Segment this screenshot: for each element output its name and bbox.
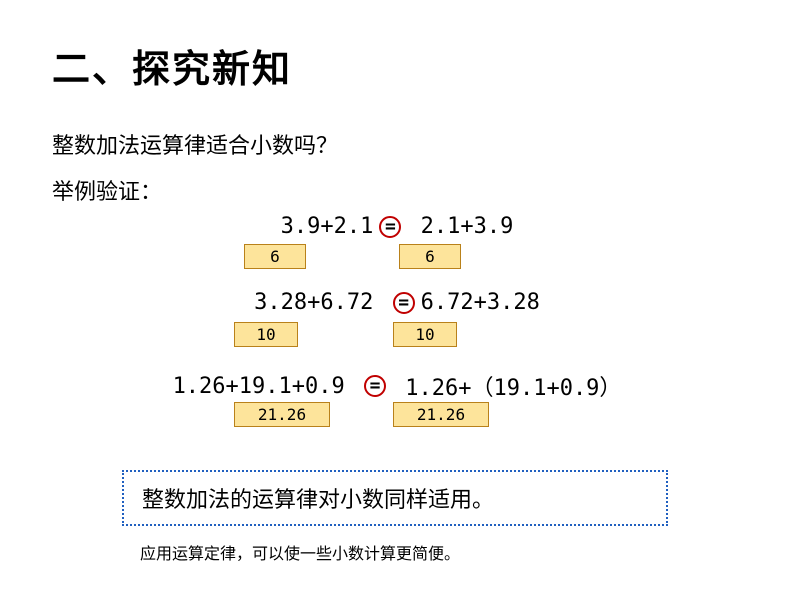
footnote-text: 应用运算定律，可以使一些小数计算更简便。 <box>140 540 460 564</box>
section-heading: 二、探究新知 <box>52 38 292 93</box>
equation-row-3: 1.26+19.1+0.9 = 1.26+（19.1+0.9） <box>0 370 794 402</box>
equals-icon: = <box>379 216 401 238</box>
equation-lhs: 3.9+2.1 <box>281 214 374 239</box>
answer-box-right: 21.26 <box>393 402 489 427</box>
answer-box-left: 6 <box>244 244 306 269</box>
equation-row-1: 3.9+2.1 = 2.1+3.9 <box>0 214 794 239</box>
equation-lhs: 1.26+19.1+0.9 <box>173 374 358 399</box>
equation-rhs: 1.26+（19.1+0.9） <box>392 370 621 402</box>
equals-icon: = <box>393 292 415 314</box>
question-text: 整数加法运算律适合小数吗？ <box>52 128 338 160</box>
answer-box-left: 10 <box>234 322 298 347</box>
equation-row-2: 3.28+6.72 = 6.72+3.28 <box>0 290 794 315</box>
answer-box-right: 10 <box>393 322 457 347</box>
equals-icon: = <box>364 375 386 397</box>
conclusion-box: 整数加法的运算律对小数同样适用。 <box>122 470 668 526</box>
answer-box-left: 21.26 <box>234 402 330 427</box>
conclusion-text: 整数加法的运算律对小数同样适用。 <box>142 482 494 514</box>
equation-lhs: 3.28+6.72 <box>254 290 386 315</box>
equation-rhs: 2.1+3.9 <box>407 214 513 239</box>
subtitle-text: 举例验证： <box>52 174 162 206</box>
answer-box-right: 6 <box>399 244 461 269</box>
equation-rhs: 6.72+3.28 <box>421 290 540 315</box>
